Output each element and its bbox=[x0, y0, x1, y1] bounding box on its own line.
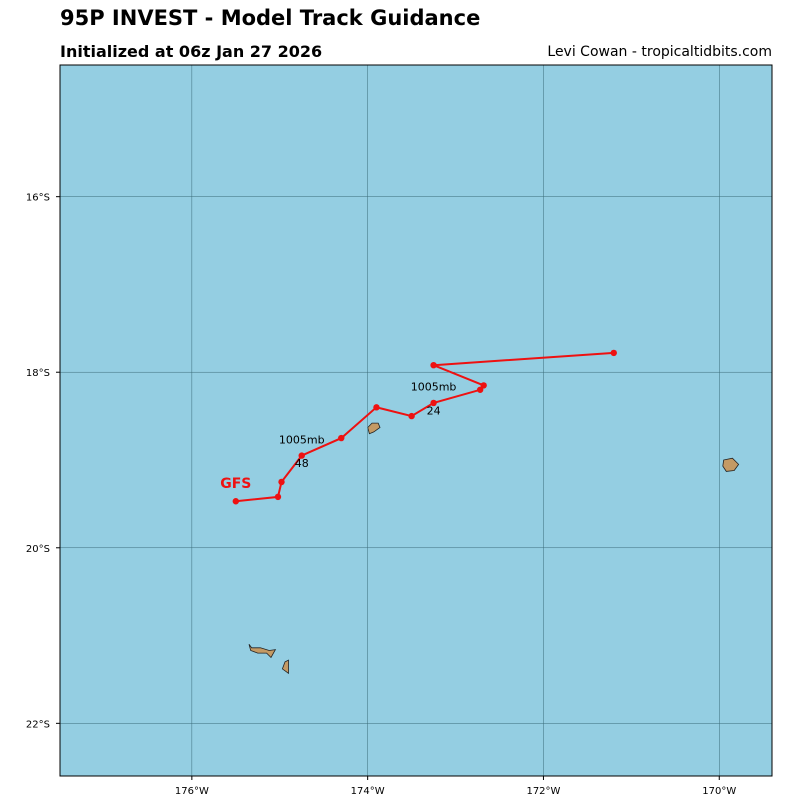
axis-ticks: 176°W 174°W 172°W 170°W 16°S 18°S 20°S 22°S bbox=[26, 193, 736, 797]
island-tongatapu bbox=[248, 644, 277, 659]
chart-title: 95P INVEST - Model Track Guidance bbox=[60, 6, 481, 30]
land-layer bbox=[248, 422, 740, 675]
lat-tick-label: 18°S bbox=[26, 368, 50, 379]
track-layer bbox=[232, 349, 617, 505]
model-label-gfs: GFS bbox=[220, 476, 251, 492]
track-point bbox=[338, 434, 345, 442]
track-point bbox=[480, 382, 487, 389]
track-labels: 1005mb 24 1005mb 48 GFS bbox=[220, 381, 456, 492]
track-point bbox=[274, 493, 282, 501]
track-annotation: 1005mb bbox=[279, 433, 325, 446]
track-annotation: 24 bbox=[427, 404, 441, 417]
track-point bbox=[476, 386, 484, 393]
lat-tick-label: 20°S bbox=[26, 544, 50, 555]
ocean-background bbox=[60, 65, 772, 776]
track-point bbox=[430, 399, 437, 407]
lat-tick-label: 16°S bbox=[26, 193, 50, 204]
track-point bbox=[610, 349, 617, 357]
track-point bbox=[298, 452, 305, 459]
credit-text: Levi Cowan - tropicaltidbits.com bbox=[547, 44, 772, 60]
lon-tick-label: 174°W bbox=[351, 786, 385, 797]
lon-tick-label: 172°W bbox=[526, 786, 560, 797]
graticule bbox=[60, 65, 772, 776]
map-frame bbox=[59, 64, 773, 777]
track-point bbox=[278, 478, 285, 486]
island-vavau bbox=[367, 422, 381, 435]
init-time-subtitle: Initialized at 06z Jan 27 2026 bbox=[60, 42, 323, 61]
island-niue bbox=[722, 457, 740, 472]
track-point bbox=[232, 498, 240, 505]
track-point bbox=[373, 404, 380, 411]
lon-tick-label: 176°W bbox=[175, 786, 209, 797]
lon-tick-label: 170°W bbox=[702, 786, 736, 797]
track-annotation: 1005mb bbox=[411, 381, 457, 394]
track-point bbox=[408, 412, 415, 420]
island-eua bbox=[281, 659, 289, 675]
track-point bbox=[430, 362, 437, 369]
track-annotation: 48 bbox=[295, 457, 309, 470]
lat-tick-label: 22°S bbox=[26, 719, 50, 730]
